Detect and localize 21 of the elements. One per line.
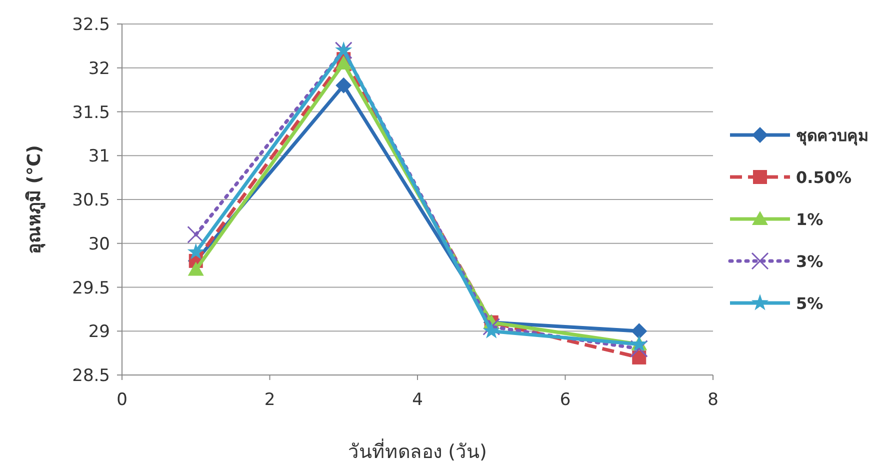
y-tick-label: 30.5 xyxy=(72,190,110,210)
x-tick-label: 0 xyxy=(116,390,128,410)
y-tick-label: 28.5 xyxy=(72,366,110,386)
y-axis-title: อุณหภูมิ (°C) xyxy=(24,145,46,254)
y-tick-label: 32 xyxy=(88,58,110,79)
y-tick-label: 29 xyxy=(88,322,110,342)
legend-label: ชุดควบคุม xyxy=(796,126,869,146)
y-tick-label: 30 xyxy=(88,234,110,254)
legend-label: 0.50% xyxy=(796,168,852,187)
x-tick-label: 2 xyxy=(264,390,276,410)
x-tick-label: 6 xyxy=(560,390,571,410)
legend-label: 3% xyxy=(796,252,824,271)
legend-label: 5% xyxy=(796,294,824,313)
x-axis-title: วันที่ทดลอง (วัน) xyxy=(348,438,487,463)
x-tick-label: 8 xyxy=(708,390,718,410)
legend-label: 1% xyxy=(796,210,824,229)
y-tick-label: 31 xyxy=(88,146,110,167)
y-tick-label: 29.5 xyxy=(72,278,110,298)
x-tick-label: 4 xyxy=(412,390,423,410)
y-tick-label: 32.5 xyxy=(72,15,110,35)
y-tick-label: 31.5 xyxy=(72,102,110,123)
